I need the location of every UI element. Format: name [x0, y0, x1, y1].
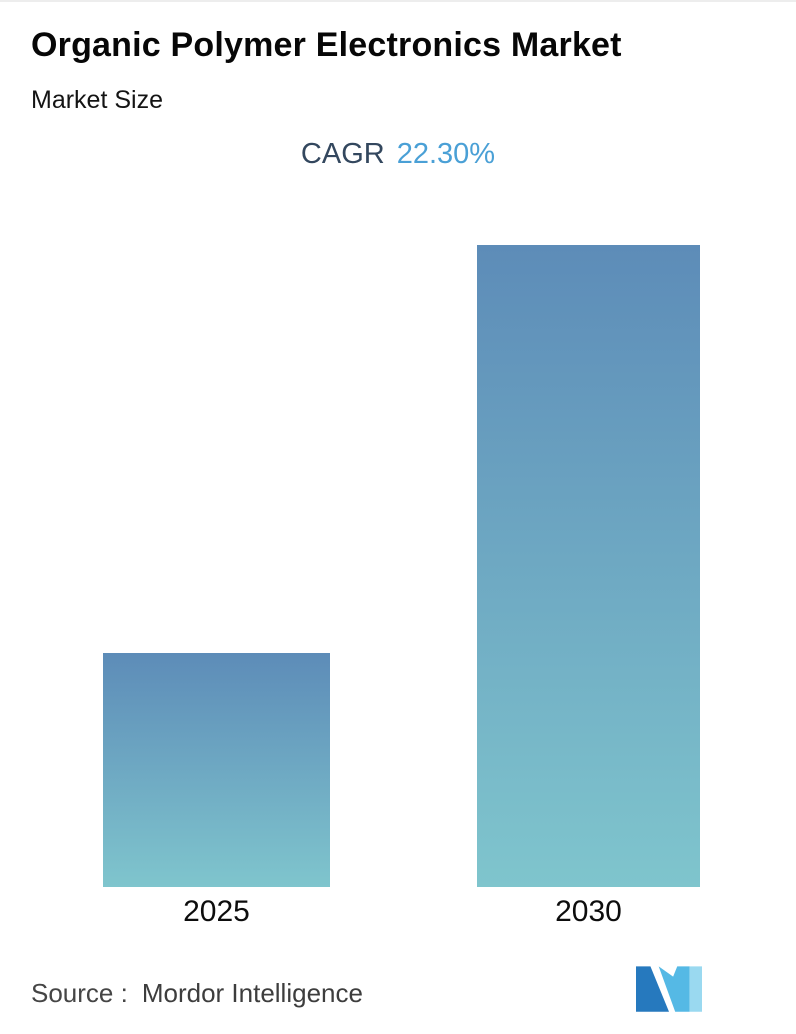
source-label: Source : [31, 978, 128, 1008]
x-axis-label-2025: 2025 [183, 895, 250, 928]
cagr-label: CAGR [300, 138, 385, 170]
page-title: Organic Polymer Electronics Market [31, 26, 622, 64]
bar-chart [0, 245, 796, 887]
mordor-logo-icon [636, 966, 702, 1012]
source-value: Mordor Intelligence [141, 978, 363, 1008]
bar-2030 [477, 245, 700, 887]
mordor-intelligence-logo [636, 964, 702, 1012]
x-axis-label-2030: 2030 [555, 895, 622, 928]
source-attribution: Source : Mordor Intelligence [31, 978, 363, 1009]
bar-2025 [103, 653, 330, 887]
cagr-value: 22.30% [396, 138, 496, 170]
cagr-line: CAGR 22.30% [0, 138, 796, 171]
page-subtitle: Market Size [31, 86, 163, 114]
